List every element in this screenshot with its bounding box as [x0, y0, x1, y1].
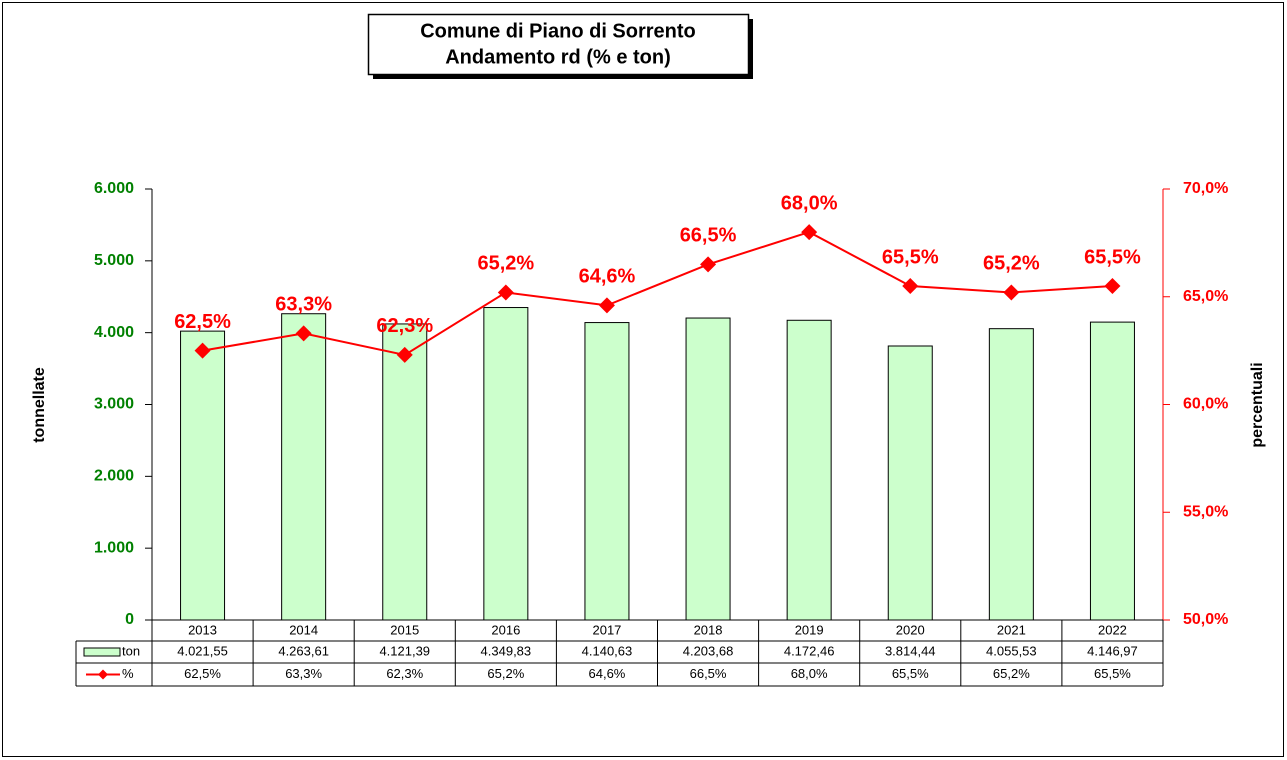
- y-tick-label: 3.000: [94, 396, 134, 413]
- x-tick-label: 2019: [795, 622, 824, 637]
- data-label: 63,3%: [275, 294, 332, 316]
- x-tick-label: 2016: [491, 622, 520, 637]
- y2-tick-label: 60,0%: [1183, 396, 1228, 413]
- y-tick-label: 1.000: [94, 539, 134, 556]
- data-label: 65,2%: [477, 253, 534, 275]
- y-tick-label: 4.000: [94, 324, 134, 341]
- x-tick-label: 2014: [289, 622, 318, 637]
- bar: [887, 345, 933, 621]
- data-label: 64,6%: [579, 266, 636, 288]
- y2-tick-label: 65,0%: [1183, 288, 1228, 305]
- bar: [382, 323, 428, 621]
- y-tick-label: 5.000: [94, 252, 134, 269]
- bar: [988, 328, 1034, 621]
- x-tick-label: 2022: [1098, 622, 1127, 637]
- y2-tick-label: 50,0%: [1183, 611, 1228, 628]
- marker: [194, 342, 211, 359]
- bar: [281, 313, 327, 621]
- x-tick-label: 2017: [592, 622, 621, 637]
- y-tick-label: 6.000: [94, 180, 134, 197]
- chart-title: Comune di Piano di Sorrento: [420, 20, 696, 42]
- legend-marker: [98, 669, 108, 680]
- legend-swatch: [83, 647, 121, 657]
- table-cell: 68,0%: [791, 666, 828, 681]
- table-cell: 4.172,46: [784, 643, 835, 658]
- data-label: 65,5%: [1084, 246, 1141, 268]
- table-cell: 4.203,68: [683, 643, 734, 658]
- data-label: 66,5%: [680, 225, 737, 247]
- chart-subtitle: Andamento rd (% e ton): [445, 46, 671, 68]
- table-cell: 62,5%: [184, 666, 221, 681]
- table-cell: 65,2%: [993, 666, 1030, 681]
- marker: [295, 325, 312, 342]
- table-cell: 63,3%: [285, 666, 322, 681]
- table-cell: 4.146,97: [1087, 643, 1138, 658]
- legend-label: %: [122, 666, 134, 681]
- x-tick-label: 2013: [188, 622, 217, 637]
- data-label: 68,0%: [781, 192, 838, 214]
- bar: [786, 319, 832, 621]
- table-cell: 4.121,39: [379, 643, 430, 658]
- marker: [497, 284, 514, 301]
- y2-axis-label: percentuali: [1249, 362, 1266, 447]
- table-cell: 4.055,53: [986, 643, 1037, 658]
- x-tick-label: 2020: [896, 622, 925, 637]
- y-tick-label: 2.000: [94, 468, 134, 485]
- table-cell: 66,5%: [690, 666, 727, 681]
- title-box: [367, 13, 750, 76]
- marker: [1104, 277, 1121, 294]
- bar: [1089, 321, 1135, 621]
- data-label: 62,5%: [174, 311, 231, 333]
- table-cell: 3.814,44: [885, 643, 936, 658]
- y-tick-label: 0: [125, 611, 134, 628]
- bar: [483, 307, 529, 621]
- x-tick-label: 2015: [390, 622, 419, 637]
- legend-label: ton: [122, 643, 140, 658]
- table-cell: 4.021,55: [177, 643, 228, 658]
- table-cell: 4.349,83: [481, 643, 532, 658]
- y2-tick-label: 55,0%: [1183, 503, 1228, 520]
- y2-tick-label: 70,0%: [1183, 180, 1228, 197]
- table-cell: 65,2%: [487, 666, 524, 681]
- bar: [685, 317, 731, 621]
- table-cell: 64,6%: [589, 666, 626, 681]
- y-axis-label: tonnellate: [31, 367, 48, 443]
- line: [202, 231, 1113, 356]
- table-cell: 4.263,61: [278, 643, 329, 658]
- marker: [700, 256, 717, 273]
- marker: [902, 277, 919, 294]
- marker: [801, 224, 818, 241]
- table-cell: 65,5%: [1094, 666, 1131, 681]
- bar: [584, 322, 630, 621]
- table-cell: 62,3%: [386, 666, 423, 681]
- data-label: 65,2%: [983, 253, 1040, 275]
- x-tick-label: 2018: [694, 622, 723, 637]
- marker: [1003, 284, 1020, 301]
- table-cell: 65,5%: [892, 666, 929, 681]
- marker: [396, 346, 413, 363]
- marker: [598, 297, 615, 314]
- x-tick-label: 2021: [997, 622, 1026, 637]
- table-cell: 4.140,63: [582, 643, 633, 658]
- bar: [180, 330, 226, 621]
- data-label: 62,3%: [376, 315, 433, 337]
- data-label: 65,5%: [882, 246, 939, 268]
